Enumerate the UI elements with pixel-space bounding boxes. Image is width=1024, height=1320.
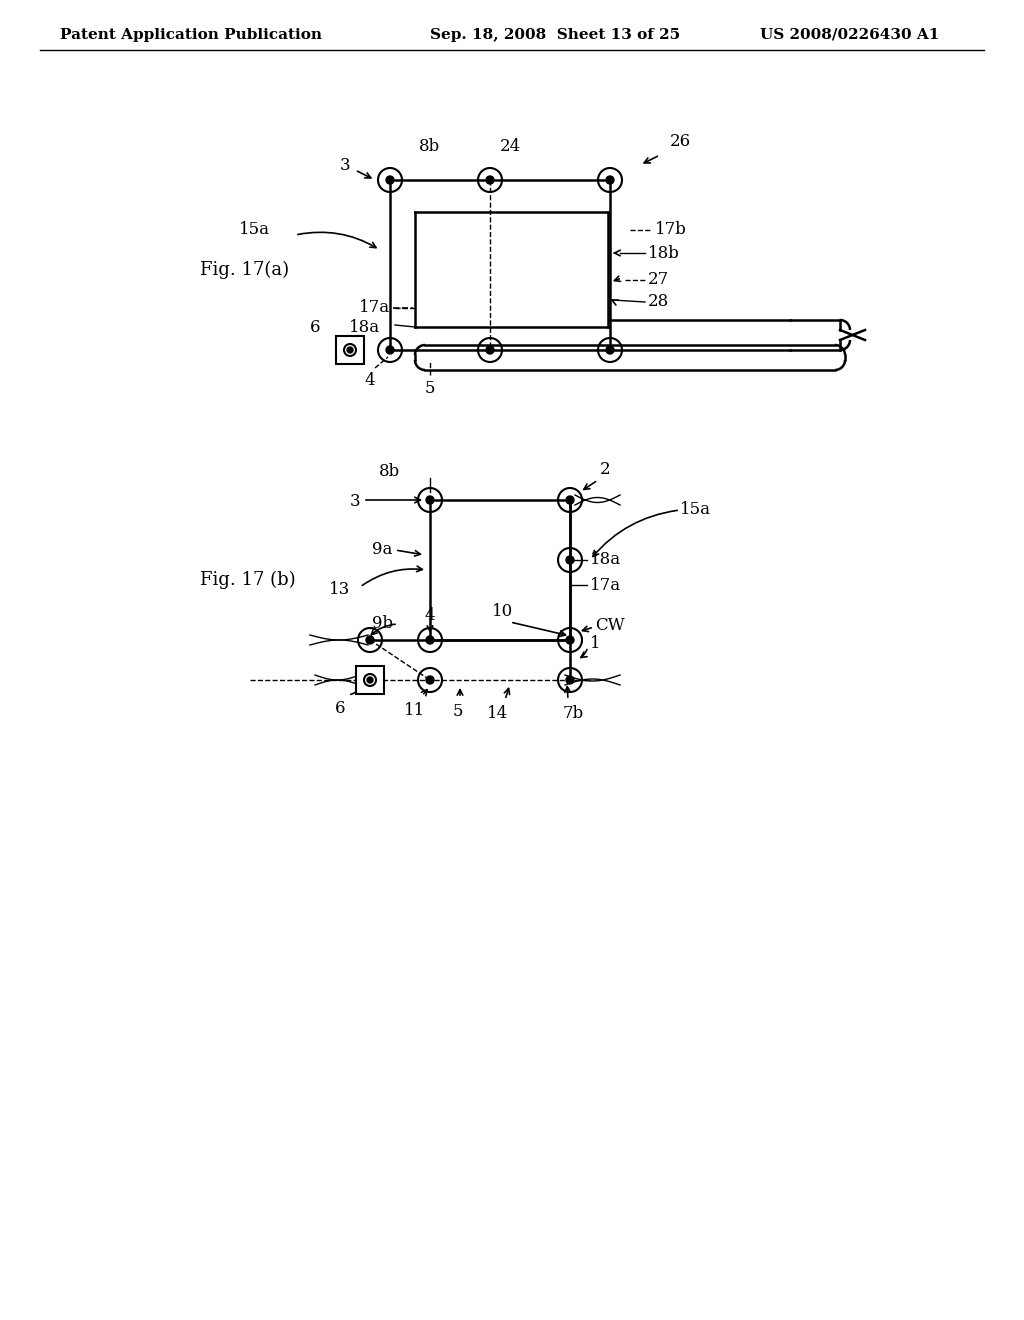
- Text: 18a: 18a: [590, 552, 622, 569]
- Text: 13: 13: [329, 582, 350, 598]
- Text: 9a: 9a: [372, 541, 392, 558]
- Circle shape: [426, 636, 434, 644]
- Text: 3: 3: [339, 157, 350, 173]
- Circle shape: [566, 636, 574, 644]
- Text: 17b: 17b: [655, 222, 687, 239]
- Text: 15a: 15a: [680, 502, 711, 519]
- Text: 6: 6: [309, 319, 319, 337]
- Text: 18a: 18a: [349, 319, 380, 337]
- Text: 17a: 17a: [358, 300, 390, 317]
- Text: 8b: 8b: [379, 463, 400, 480]
- Text: Fig. 17(a): Fig. 17(a): [200, 261, 289, 279]
- Circle shape: [606, 176, 614, 183]
- Circle shape: [367, 677, 373, 682]
- Text: 28: 28: [648, 293, 670, 310]
- Text: 11: 11: [404, 702, 426, 719]
- Bar: [336, 337, 364, 364]
- Text: 15a: 15a: [239, 222, 270, 239]
- Text: Fig. 17 (b): Fig. 17 (b): [200, 570, 296, 589]
- Circle shape: [606, 346, 614, 354]
- Text: 24: 24: [500, 139, 520, 154]
- Circle shape: [566, 676, 574, 684]
- Text: 5: 5: [453, 704, 463, 719]
- Text: 10: 10: [493, 603, 514, 620]
- Text: 4: 4: [365, 372, 376, 389]
- Text: 27: 27: [648, 272, 670, 289]
- Circle shape: [486, 346, 494, 354]
- Text: 5: 5: [425, 380, 435, 397]
- Text: Sep. 18, 2008  Sheet 13 of 25: Sep. 18, 2008 Sheet 13 of 25: [430, 28, 680, 42]
- Text: 1: 1: [590, 635, 601, 652]
- Circle shape: [566, 496, 574, 504]
- Text: 18b: 18b: [648, 244, 680, 261]
- Text: 2: 2: [600, 461, 610, 478]
- Text: 9b: 9b: [372, 615, 393, 632]
- Text: US 2008/0226430 A1: US 2008/0226430 A1: [760, 28, 939, 42]
- Text: 26: 26: [670, 133, 691, 150]
- Circle shape: [366, 636, 374, 644]
- Circle shape: [566, 556, 574, 564]
- Bar: [356, 667, 384, 694]
- Circle shape: [486, 176, 494, 183]
- Text: 6: 6: [335, 700, 345, 717]
- Text: 17a: 17a: [590, 577, 622, 594]
- Circle shape: [426, 496, 434, 504]
- Text: 14: 14: [487, 705, 509, 722]
- Circle shape: [386, 346, 394, 354]
- Circle shape: [426, 676, 434, 684]
- Text: 7b: 7b: [562, 705, 584, 722]
- Text: CW: CW: [595, 616, 625, 634]
- Text: Patent Application Publication: Patent Application Publication: [60, 28, 322, 42]
- Text: 4: 4: [425, 607, 435, 624]
- Circle shape: [347, 347, 353, 352]
- Text: 8b: 8b: [420, 139, 440, 154]
- Text: 3: 3: [349, 494, 360, 511]
- Circle shape: [386, 176, 394, 183]
